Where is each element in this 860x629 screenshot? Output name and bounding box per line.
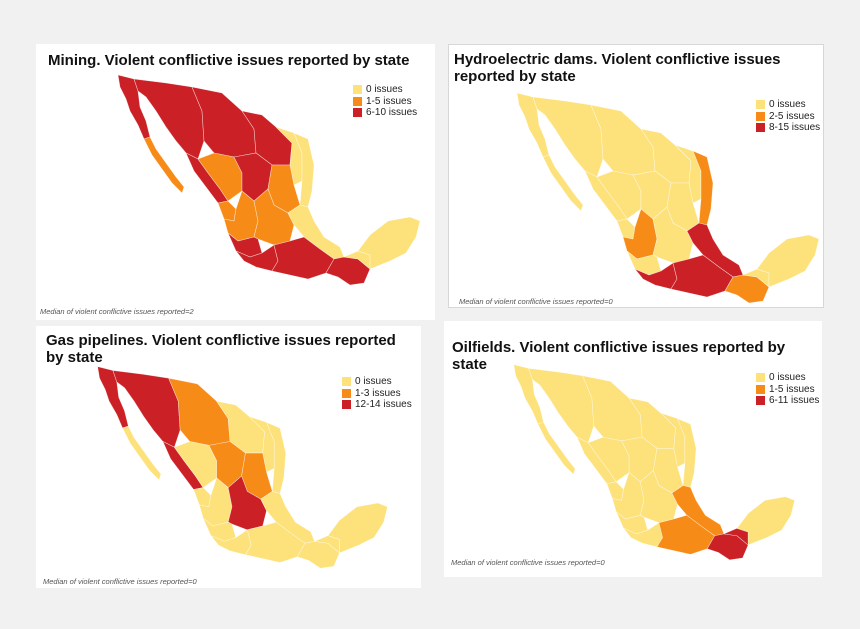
mexico-choropleth-map: [513, 364, 795, 561]
legend-label: 1-5 issues: [366, 95, 412, 107]
median-note: Median of violent conflictive issues rep…: [40, 307, 194, 316]
legend-label: 1-5 issues: [769, 383, 815, 395]
state-baja-california-sur: [122, 425, 162, 481]
legend-label: 6-10 issues: [366, 107, 418, 119]
gas-pipelines-map-panel: Gas pipelines. Violent conflictive issue…: [36, 326, 421, 588]
panel-title: Hydroelectric dams. Violent conflictive …: [454, 51, 781, 85]
legend-swatch-low: [342, 388, 351, 398]
panel-title: Mining. Violent conflictive issues repor…: [48, 52, 410, 69]
legend-swatch-none: [756, 373, 765, 383]
hydroelectric-map-panel: Hydroelectric dams. Violent conflictive …: [448, 44, 824, 308]
mexico-choropleth-map: [516, 92, 820, 304]
legend-label: 0 issues: [355, 376, 392, 388]
state-nayarit: [217, 200, 237, 222]
legend-item: 0 issues: [342, 376, 412, 388]
legend-item: 0 issues: [756, 372, 819, 384]
state-yucatan-peninsula: [756, 234, 820, 288]
state-baja-california-sur: [143, 136, 185, 194]
legend-item: 1-3 issues: [342, 388, 412, 400]
map-legend: 0 issues 1-3 issues 12-14 issues: [342, 376, 412, 411]
median-note: Median of violent conflictive issues rep…: [459, 297, 613, 306]
legend-swatch-none: [342, 377, 351, 387]
legend-label: 0 issues: [769, 99, 806, 111]
state-yucatan-peninsula: [357, 216, 421, 270]
legend-swatch-none: [756, 100, 765, 110]
state-nayarit: [193, 487, 212, 508]
legend-label: 1-3 issues: [355, 387, 401, 399]
legend-item: 0 issues: [756, 99, 820, 111]
legend-swatch-low: [756, 111, 765, 121]
legend-label: 0 issues: [366, 84, 403, 96]
oilfields-map-panel: Oilfields. Violent conflictive issues re…: [444, 321, 822, 577]
median-note: Median of violent conflictive issues rep…: [43, 577, 197, 586]
mining-map-panel: Mining. Violent conflictive issues repor…: [36, 44, 435, 320]
map-legend: 0 issues 1-5 issues 6-10 issues: [353, 84, 417, 119]
panel-title: Oilfields. Violent conflictive issues re…: [452, 339, 786, 373]
legend-item: 2-5 issues: [756, 111, 820, 123]
legend-label: 0 issues: [769, 372, 806, 384]
map-legend: 0 issues 1-5 issues 6-11 issues: [756, 372, 819, 407]
legend-swatch-high: [756, 396, 765, 406]
state-nayarit: [616, 218, 636, 240]
legend-swatch-high: [353, 108, 362, 118]
state-yucatan-peninsula: [327, 502, 388, 554]
legend-label: 8-15 issues: [769, 122, 821, 134]
median-note: Median of violent conflictive issues rep…: [451, 558, 605, 567]
map-legend: 0 issues 2-5 issues 8-15 issues: [756, 99, 820, 134]
legend-item: 12-14 issues: [342, 399, 412, 411]
mexico-choropleth-map: [117, 74, 421, 286]
legend-label: 6-11 issues: [769, 395, 820, 407]
legend-swatch-none: [353, 85, 362, 95]
legend-swatch-low: [756, 384, 765, 394]
legend-swatch-high: [756, 123, 765, 133]
legend-item: 1-5 issues: [353, 96, 417, 108]
legend-item: 0 issues: [353, 84, 417, 96]
legend-item: 6-11 issues: [756, 395, 819, 407]
legend-label: 12-14 issues: [355, 399, 412, 411]
state-baja-california-sur: [537, 421, 576, 475]
state-baja-california-sur: [542, 154, 584, 212]
legend-swatch-high: [342, 400, 351, 410]
mexico-choropleth-map: [97, 366, 388, 569]
legend-item: 1-5 issues: [756, 384, 819, 396]
legend-swatch-low: [353, 96, 362, 106]
legend-item: 6-10 issues: [353, 107, 417, 119]
legend-label: 2-5 issues: [769, 110, 815, 122]
state-yucatan-peninsula: [736, 496, 795, 546]
legend-item: 8-15 issues: [756, 122, 820, 134]
panel-title: Gas pipelines. Violent conflictive issue…: [46, 332, 396, 366]
state-nayarit: [606, 481, 624, 501]
